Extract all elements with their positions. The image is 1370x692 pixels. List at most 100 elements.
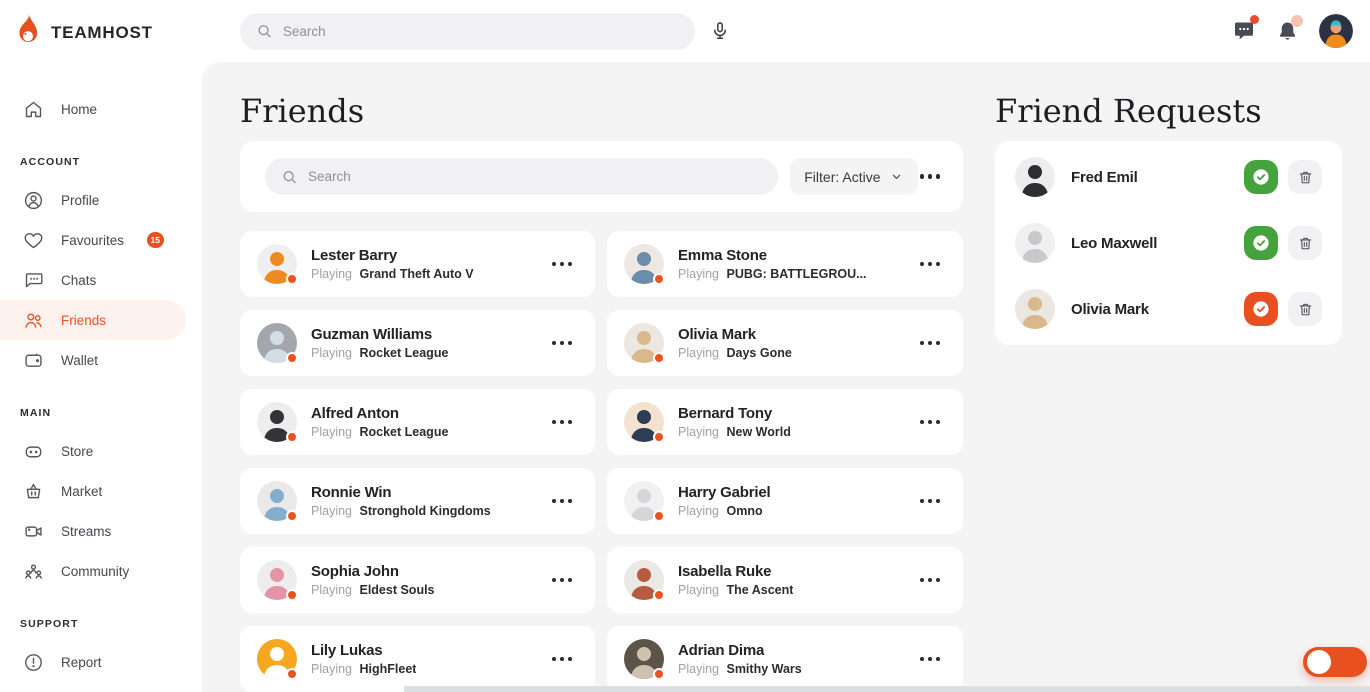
sidebar-item[interactable]: Friends bbox=[0, 300, 186, 340]
game-name: Rocket League bbox=[359, 346, 449, 360]
friend-card: Sophia John Playing Eldest Souls bbox=[240, 547, 595, 613]
sidebar-item-label: Favourites bbox=[61, 232, 125, 248]
user-avatar[interactable] bbox=[1319, 14, 1353, 48]
friend-more-menu[interactable] bbox=[550, 651, 575, 668]
friend-game-row: Playing Rocket League bbox=[311, 425, 448, 439]
friend-name: Bernard Tony bbox=[678, 405, 773, 422]
toolbar-more-menu[interactable] bbox=[918, 168, 943, 185]
friend-name: Ronnie Win bbox=[311, 484, 392, 501]
friend-more-menu[interactable] bbox=[550, 572, 575, 589]
friend-info: Guzman Williams Playing Rocket League bbox=[311, 326, 448, 360]
friend-card: Emma Stone Playing PUBG: BATTLEGROU... bbox=[607, 231, 963, 297]
avatar bbox=[1015, 223, 1055, 263]
filter-dropdown[interactable]: Filter: Active bbox=[790, 158, 918, 195]
sidebar-item-icon bbox=[23, 270, 44, 291]
main-content: Friends Filter: Active bbox=[202, 62, 1370, 692]
floating-toggle[interactable] bbox=[1303, 647, 1367, 677]
sidebar-item[interactable]: Community bbox=[0, 551, 186, 591]
friend-more-menu[interactable] bbox=[918, 256, 943, 273]
trash-icon bbox=[1297, 169, 1314, 186]
sidebar-item[interactable]: Help bbox=[0, 682, 186, 692]
sidebar-item[interactable]: Store bbox=[0, 431, 186, 471]
sidebar: TEAMHOST Home ACCOUNT Profile Favourites… bbox=[0, 0, 202, 692]
friend-game-row: Playing PUBG: BATTLEGROU... bbox=[678, 267, 867, 281]
avatar bbox=[1015, 157, 1055, 197]
check-circle-icon bbox=[1253, 301, 1269, 317]
friend-more-menu[interactable] bbox=[918, 651, 943, 668]
request-name: Fred Emil bbox=[1071, 168, 1138, 186]
friend-name: Isabella Ruke bbox=[678, 563, 772, 580]
game-name: Grand Theft Auto V bbox=[359, 267, 474, 281]
friend-requests-card: Fred Emil bbox=[995, 141, 1342, 345]
friend-game-row: Playing Omno bbox=[678, 504, 770, 518]
sidebar-item[interactable]: Wallet bbox=[0, 340, 186, 380]
sidebar-item-home[interactable]: Home bbox=[0, 89, 186, 129]
messages-notification-dot bbox=[1250, 15, 1259, 24]
sidebar-item[interactable]: Chats bbox=[0, 260, 186, 300]
delete-request-button[interactable] bbox=[1288, 160, 1322, 194]
avatar bbox=[257, 639, 298, 680]
friends-search[interactable] bbox=[265, 158, 779, 195]
online-status-dot bbox=[653, 431, 665, 443]
accept-request-button[interactable] bbox=[1244, 292, 1278, 326]
section-title-support: SUPPORT bbox=[20, 618, 79, 630]
avatar bbox=[624, 402, 665, 443]
bell-icon[interactable] bbox=[1276, 14, 1303, 43]
microphone-icon[interactable] bbox=[709, 20, 731, 42]
request-name: Olivia Mark bbox=[1071, 300, 1149, 318]
sidebar-item-label: Home bbox=[61, 101, 98, 117]
friends-search-input[interactable] bbox=[307, 169, 763, 184]
playing-label: Playing bbox=[678, 662, 719, 676]
friend-info: Bernard Tony Playing New World bbox=[678, 405, 791, 439]
sidebar-item[interactable]: Streams bbox=[0, 511, 186, 551]
sidebar-item-icon bbox=[23, 441, 44, 462]
friend-more-menu[interactable] bbox=[918, 493, 943, 510]
messages-icon[interactable] bbox=[1232, 15, 1259, 43]
global-search-input[interactable] bbox=[282, 23, 679, 39]
avatar bbox=[257, 244, 298, 285]
sidebar-item-icon bbox=[23, 230, 44, 251]
toggle-knob bbox=[1307, 650, 1331, 674]
sidebar-item[interactable]: Market bbox=[0, 471, 186, 511]
sidebar-item[interactable]: Profile bbox=[0, 180, 186, 220]
friend-more-menu[interactable] bbox=[550, 256, 575, 273]
avatar bbox=[624, 560, 665, 601]
online-status-dot bbox=[653, 273, 665, 285]
friend-game-row: Playing Eldest Souls bbox=[311, 583, 435, 597]
friend-more-menu[interactable] bbox=[550, 414, 575, 431]
friend-more-menu[interactable] bbox=[918, 335, 943, 352]
sidebar-item-label: Community bbox=[61, 563, 130, 579]
friend-card: Adrian Dima Playing Smithy Wars bbox=[607, 626, 963, 692]
delete-request-button[interactable] bbox=[1288, 226, 1322, 260]
friend-game-row: Playing Rocket League bbox=[311, 346, 448, 360]
friend-card: Lily Lukas Playing HighFleet bbox=[240, 626, 595, 692]
person-icon bbox=[1015, 157, 1055, 197]
request-actions bbox=[1244, 292, 1322, 326]
friend-name: Harry Gabriel bbox=[678, 484, 771, 501]
global-search[interactable] bbox=[240, 12, 695, 50]
friend-card: Alfred Anton Playing Rocket League bbox=[240, 389, 595, 455]
friends-toolbar: Filter: Active bbox=[240, 141, 963, 212]
friend-more-menu[interactable] bbox=[918, 572, 943, 589]
sidebar-item[interactable]: Report bbox=[0, 642, 186, 682]
friend-info: Adrian Dima Playing Smithy Wars bbox=[678, 642, 802, 676]
friend-card: Lester Barry Playing Grand Theft Auto V bbox=[240, 231, 595, 297]
sidebar-item[interactable]: Favourites 15 bbox=[0, 220, 186, 260]
friend-name: Olivia Mark bbox=[678, 326, 756, 343]
friend-more-menu[interactable] bbox=[550, 335, 575, 352]
playing-label: Playing bbox=[678, 267, 719, 281]
search-icon bbox=[281, 168, 298, 186]
sidebar-item-icon bbox=[23, 350, 44, 371]
friend-name: Emma Stone bbox=[678, 247, 767, 264]
game-name: The Ascent bbox=[726, 583, 794, 597]
friend-more-menu[interactable] bbox=[550, 493, 575, 510]
accept-request-button[interactable] bbox=[1244, 226, 1278, 260]
accept-request-button[interactable] bbox=[1244, 160, 1278, 194]
playing-label: Playing bbox=[311, 662, 352, 676]
delete-request-button[interactable] bbox=[1288, 292, 1322, 326]
sidebar-item-label: Report bbox=[61, 654, 102, 670]
friend-more-menu[interactable] bbox=[918, 414, 943, 431]
brand-logo[interactable]: TEAMHOST bbox=[0, 0, 202, 51]
bell-notification-dot bbox=[1291, 14, 1303, 27]
friend-info: Isabella Ruke Playing The Ascent bbox=[678, 563, 793, 597]
